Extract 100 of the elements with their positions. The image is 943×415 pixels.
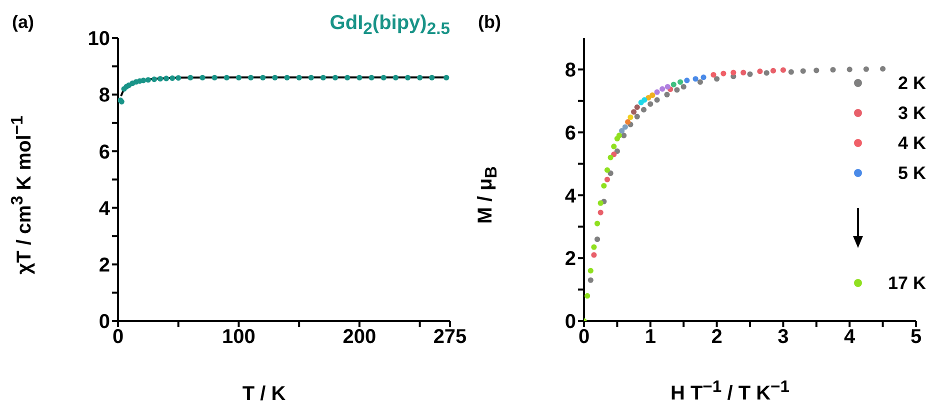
x-tick-label: 5 (910, 326, 922, 348)
point (200, 74, 206, 80)
point (417, 74, 423, 80)
point (272, 74, 278, 80)
point (598, 200, 604, 206)
point (224, 74, 230, 80)
point (588, 268, 594, 274)
point (163, 76, 170, 82)
point (616, 132, 622, 138)
point (684, 78, 690, 84)
point (714, 76, 720, 82)
point (594, 220, 600, 226)
point (788, 69, 794, 75)
legend-label: 3 K (896, 102, 926, 124)
point (604, 176, 610, 182)
point (611, 144, 617, 150)
point (710, 72, 716, 78)
point (863, 66, 869, 72)
point (404, 74, 411, 80)
point (611, 152, 617, 158)
point (429, 74, 435, 80)
point (800, 68, 806, 74)
point (830, 66, 836, 73)
point (591, 252, 597, 258)
point (846, 66, 852, 72)
point (770, 68, 776, 74)
legend-label: 2 K (896, 72, 926, 94)
y-tick-label: 8 (564, 60, 576, 82)
point (619, 128, 625, 134)
point (654, 97, 660, 103)
point (594, 236, 600, 242)
point (296, 74, 302, 80)
point (601, 182, 607, 189)
point (628, 114, 634, 120)
point (625, 119, 631, 125)
point (660, 86, 666, 92)
point (697, 79, 703, 85)
point (212, 74, 218, 80)
y-tick-label: 6 (564, 122, 576, 144)
x-tick-label: 100 (222, 326, 256, 348)
point (608, 154, 614, 160)
point (648, 101, 654, 107)
point (157, 76, 164, 82)
point (677, 79, 684, 85)
x-tick-label: 4 (844, 326, 856, 348)
point (654, 89, 660, 95)
y-tick-label: 4 (564, 185, 577, 208)
point (880, 66, 886, 72)
point (664, 84, 670, 90)
point (650, 92, 656, 98)
x-tick-label: 275 (433, 326, 467, 348)
x-tick-label: 2 (711, 326, 722, 348)
point (631, 109, 637, 115)
x-axis-title: H T$^{−1}$ / T K$^{−1}$ (669, 377, 791, 406)
y-tick-label: 0 (98, 311, 110, 334)
point (368, 74, 374, 80)
chart-title: (a) (12, 12, 34, 33)
x-tick-label: 1 (644, 326, 656, 348)
y-tick-label: 4 (98, 198, 111, 220)
y-tick-label: 2 (98, 254, 110, 276)
point (720, 70, 726, 76)
point (444, 74, 450, 80)
point (780, 67, 786, 73)
legend-label: 4 K (896, 132, 926, 154)
point (248, 74, 254, 80)
point (680, 84, 686, 90)
point (747, 71, 753, 77)
legend-label: 5 K (896, 162, 926, 184)
point (634, 104, 640, 110)
y-tick-label: 2 (564, 248, 576, 270)
series-label: GdI$_{2}$(bipy)$_{2.5}$ (330, 12, 450, 39)
point (640, 106, 647, 112)
point (260, 74, 266, 80)
point (140, 78, 146, 84)
x-axis-title: T / K (241, 383, 287, 406)
chart-title: (b) (478, 12, 501, 33)
point (145, 77, 151, 83)
y-tick-label: 6 (98, 141, 110, 164)
point (674, 87, 680, 93)
point (604, 167, 610, 173)
point (740, 70, 746, 76)
point (764, 70, 770, 76)
point (757, 68, 763, 74)
point (814, 68, 820, 74)
legend-label: 17 K (886, 272, 926, 294)
point (320, 74, 326, 80)
point (236, 74, 242, 80)
point (332, 74, 338, 80)
point (730, 70, 736, 76)
x-tick-label: 200 (342, 326, 376, 348)
point (622, 124, 628, 130)
point (642, 97, 648, 103)
y-tick-label: 8 (98, 84, 110, 107)
point (634, 114, 640, 120)
x-tick-label: 3 (778, 326, 789, 348)
point (392, 74, 398, 80)
point (170, 75, 176, 81)
point (356, 74, 362, 80)
y-tick-label: 0 (564, 311, 576, 334)
point (670, 82, 676, 88)
